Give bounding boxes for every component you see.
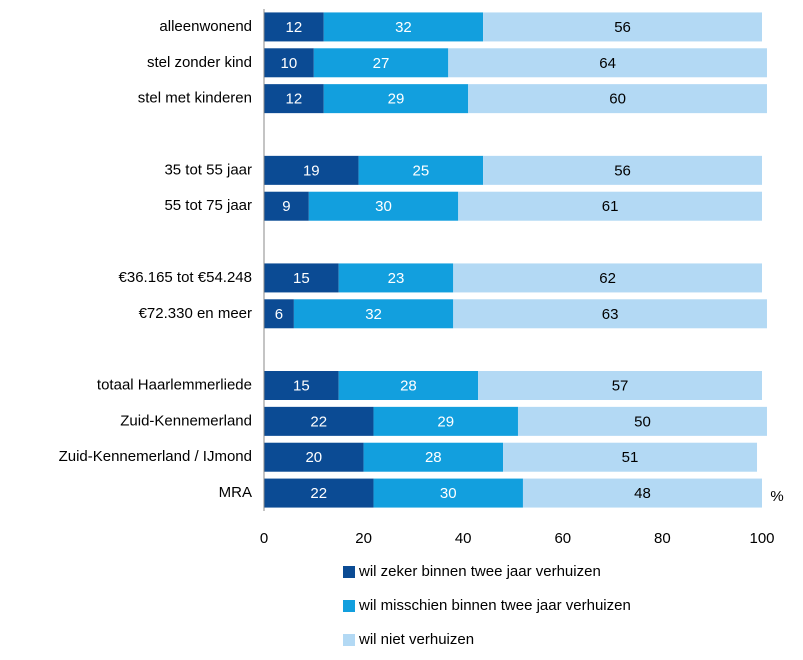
- bar-segment: [293, 299, 454, 329]
- bar-segment: [468, 84, 767, 114]
- y-tick-label: stel zonder kind: [147, 54, 252, 71]
- bar-segment: [373, 478, 523, 508]
- data-label: 19: [303, 162, 320, 179]
- data-label: 63: [602, 306, 619, 323]
- data-label: 22: [310, 413, 327, 430]
- bar-segment: [264, 48, 314, 78]
- data-label: 20: [305, 449, 322, 466]
- x-tick-label: 0: [260, 530, 268, 547]
- data-label: 23: [388, 270, 405, 287]
- bar-segment: [358, 155, 484, 185]
- legend-label: wil zeker binnen twee jaar verhuizen: [358, 563, 601, 580]
- bar-segment: [503, 442, 758, 472]
- data-label: 27: [373, 55, 390, 72]
- bar-segment: [264, 191, 309, 221]
- data-label: 29: [437, 413, 454, 430]
- data-label: 56: [614, 162, 631, 179]
- data-label: 28: [400, 377, 417, 394]
- bar-segment: [338, 263, 454, 293]
- bar-segment: [264, 263, 339, 293]
- data-label: 56: [614, 19, 631, 36]
- data-label: 22: [310, 485, 327, 502]
- y-tick-label: totaal Haarlemmerliede: [97, 376, 252, 393]
- bar-segment: [453, 299, 767, 329]
- bar-segment: [363, 442, 504, 472]
- data-label: 48: [634, 485, 651, 502]
- y-tick-label: stel met kinderen: [138, 90, 252, 107]
- data-label: 61: [602, 198, 619, 215]
- y-tick-label: €36.165 tot €54.248: [119, 269, 252, 286]
- data-label: 32: [395, 19, 412, 36]
- bar-segment: [522, 478, 762, 508]
- bar-segment: [264, 478, 374, 508]
- bar-segment: [448, 48, 767, 78]
- bar-segment: [478, 371, 762, 400]
- y-tick-label: 35 tot 55 jaar: [164, 161, 252, 178]
- x-tick-label: 100: [749, 530, 774, 547]
- legend-label: wil niet verhuizen: [358, 631, 474, 648]
- data-label: 30: [375, 198, 392, 215]
- bar-segment: [264, 84, 324, 114]
- legend-swatch: [343, 566, 355, 578]
- bar-segment: [264, 155, 359, 185]
- bar-segment: [517, 406, 767, 436]
- legend-label: wil misschien binnen twee jaar verhuizen: [358, 597, 631, 614]
- bar-segment: [264, 406, 374, 436]
- bar-segment: [458, 191, 762, 221]
- bar-segment: [483, 155, 762, 185]
- legend-swatch: [343, 600, 355, 612]
- y-tick-label: 55 tot 75 jaar: [164, 197, 252, 214]
- bar-segment: [264, 371, 339, 400]
- bar-segment: [264, 12, 324, 42]
- bar-segment: [313, 48, 449, 78]
- bar-segment: [264, 442, 364, 472]
- data-label: 32: [365, 306, 382, 323]
- data-label: 50: [634, 413, 651, 430]
- data-label: 60: [609, 91, 626, 108]
- data-label: 9: [282, 198, 290, 215]
- data-label: 29: [388, 91, 405, 108]
- x-tick-label: 20: [355, 530, 372, 547]
- x-tick-label: 80: [654, 530, 671, 547]
- x-unit: %: [770, 488, 783, 505]
- data-label: 28: [425, 449, 442, 466]
- data-label: 57: [612, 377, 629, 394]
- bar-segment: [483, 12, 762, 42]
- data-label: 64: [599, 55, 616, 72]
- data-label: 30: [440, 485, 457, 502]
- data-label: 25: [413, 162, 430, 179]
- data-label: 10: [281, 55, 298, 72]
- bar-segment: [338, 371, 479, 400]
- y-tick-label: €72.330 en meer: [139, 305, 252, 322]
- legend-swatch: [343, 634, 355, 646]
- y-tick-label: MRA: [219, 484, 252, 501]
- y-tick-label: alleenwonend: [159, 18, 252, 35]
- x-tick-label: 40: [455, 530, 472, 547]
- bar-segment: [453, 263, 762, 293]
- bar-segment: [323, 84, 469, 114]
- data-label: 12: [286, 91, 303, 108]
- data-label: 15: [293, 377, 310, 394]
- bar-segment: [323, 12, 484, 42]
- data-label: 12: [286, 19, 303, 36]
- x-tick-label: 60: [554, 530, 571, 547]
- bar-segment: [264, 299, 294, 329]
- data-label: 62: [599, 270, 616, 287]
- bar-segment: [308, 191, 459, 221]
- y-tick-label: Zuid-Kennemerland: [120, 412, 252, 429]
- bar-segment: [373, 406, 518, 436]
- y-tick-label: Zuid-Kennemerland / IJmond: [59, 448, 252, 465]
- data-label: 51: [622, 449, 639, 466]
- data-label: 6: [275, 306, 283, 323]
- data-label: 15: [293, 270, 310, 287]
